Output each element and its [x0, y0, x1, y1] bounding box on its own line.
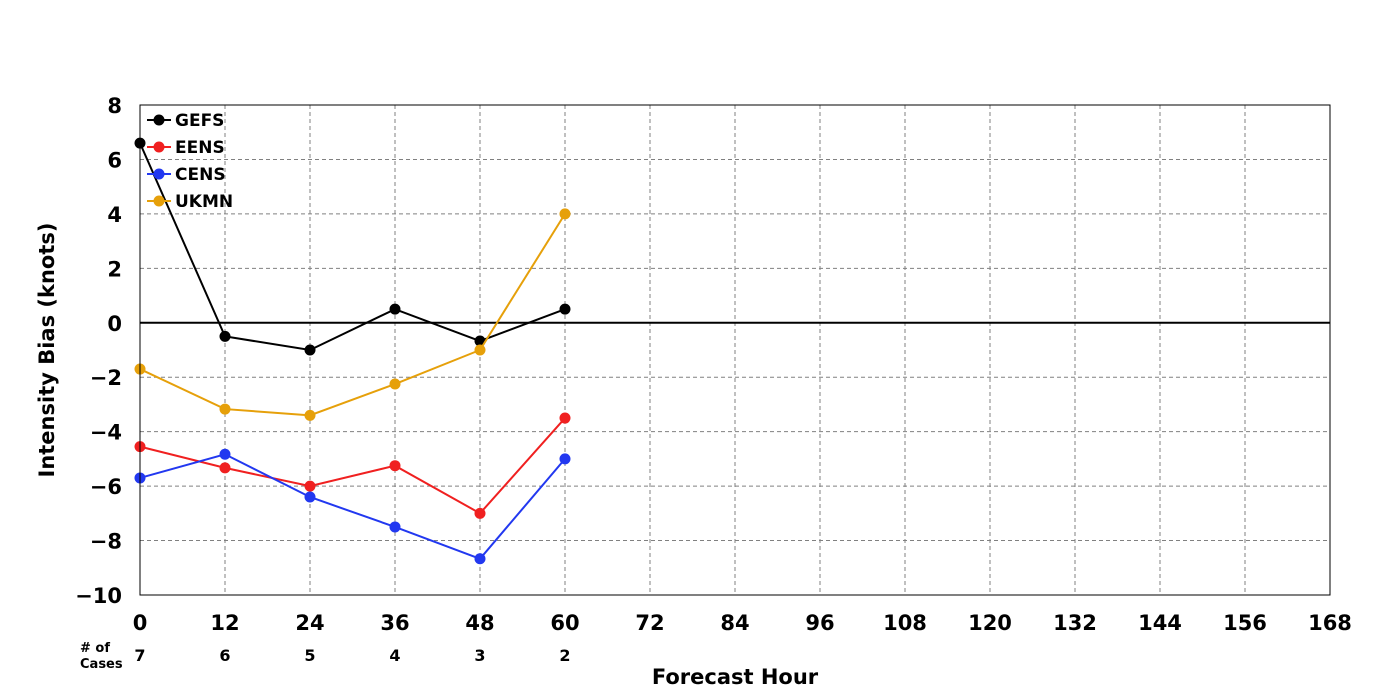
data-point	[389, 460, 401, 472]
x-tick-label: 96	[805, 611, 834, 635]
data-point	[304, 480, 316, 492]
y-axis-title: Intensity Bias (knots)	[35, 223, 59, 478]
x-tick-label: 108	[883, 611, 927, 635]
cases-label-line2: Cases	[80, 657, 123, 672]
data-point	[474, 553, 486, 565]
data-point	[389, 521, 401, 533]
data-point	[474, 344, 486, 356]
legend-item-eens: EENS	[147, 138, 225, 158]
x-axis-title: Forecast Hour	[652, 665, 819, 689]
series-ukmn	[134, 208, 571, 421]
data-point	[559, 208, 571, 220]
cases-count: 4	[389, 646, 400, 665]
plot-frame	[139, 104, 1331, 596]
y-tick-label: 6	[107, 148, 122, 172]
x-tick-label: 144	[1138, 611, 1182, 635]
data-point	[559, 303, 571, 315]
x-tick-label: 0	[133, 611, 148, 635]
legend-item-ukmn: UKMN	[147, 192, 233, 212]
data-point	[304, 409, 316, 421]
series-line	[139, 213, 566, 417]
y-tick-label: −10	[75, 584, 122, 608]
x-tick-label: 168	[1308, 611, 1352, 635]
x-tick-label: 12	[210, 611, 239, 635]
series-cens	[134, 448, 571, 565]
series-line	[139, 417, 566, 515]
legend-label: EENS	[175, 138, 225, 158]
x-tick-label: 48	[465, 611, 494, 635]
legend-item-cens: CENS	[147, 165, 226, 185]
series-line	[139, 453, 566, 560]
data-point	[304, 491, 316, 503]
y-tick-label: 0	[107, 312, 122, 336]
data-point	[559, 453, 571, 465]
legend-swatch-marker	[153, 141, 165, 153]
legend: GEFS EENS CENS UKMN	[147, 111, 233, 212]
data-point	[219, 462, 231, 474]
grid-lines	[140, 105, 1330, 595]
legend-swatch-marker	[153, 195, 165, 207]
data-point	[219, 403, 231, 415]
legend-label: CENS	[175, 165, 226, 185]
series-line	[139, 142, 566, 352]
x-tick-label: 120	[968, 611, 1012, 635]
data-point	[389, 378, 401, 390]
legend-swatch-marker	[153, 168, 165, 180]
legend-item-gefs: GEFS	[147, 111, 224, 131]
series-layer	[134, 137, 571, 565]
legend-swatch-marker	[153, 114, 165, 126]
series-eens	[134, 412, 571, 519]
x-tick-label: 132	[1053, 611, 1097, 635]
cases-count: 6	[219, 646, 230, 665]
x-tick-label: 60	[550, 611, 579, 635]
x-tick-label: 72	[635, 611, 664, 635]
cases-count: 3	[474, 646, 485, 665]
y-tick-label: 2	[107, 257, 122, 281]
cases-row: # of Cases 7 6 5 4 3 2	[80, 641, 571, 672]
legend-label: UKMN	[175, 192, 233, 212]
x-tick-label: 84	[720, 611, 749, 635]
y-tick-label: 4	[107, 203, 122, 227]
cases-count: 2	[559, 646, 570, 665]
y-tick-label: 8	[107, 94, 122, 118]
cases-count: 7	[134, 646, 145, 665]
legend-label: GEFS	[175, 111, 224, 131]
y-tick-label: −2	[90, 366, 122, 390]
y-tick-label: −6	[90, 475, 122, 499]
x-tick-label: 156	[1223, 611, 1267, 635]
x-tick-label: 24	[295, 611, 324, 635]
y-tick-label: −4	[90, 421, 122, 445]
cases-label-line1: # of	[80, 641, 110, 656]
data-point	[474, 507, 486, 519]
cases-count: 5	[304, 646, 315, 665]
series-gefs	[134, 137, 571, 356]
x-tick-labels: 0 12 24 36 48 60 72 84 96 108 120 132 144 156 168	[133, 611, 1352, 635]
data-point	[219, 448, 231, 460]
y-tick-label: −8	[90, 530, 122, 554]
data-point	[389, 303, 401, 315]
data-point	[219, 330, 231, 342]
data-point	[304, 344, 316, 356]
data-point	[559, 412, 571, 424]
y-tick-labels: 8 6 4 2 0 −2 −4 −6 −8 −10	[75, 94, 122, 608]
x-tick-label: 36	[380, 611, 409, 635]
